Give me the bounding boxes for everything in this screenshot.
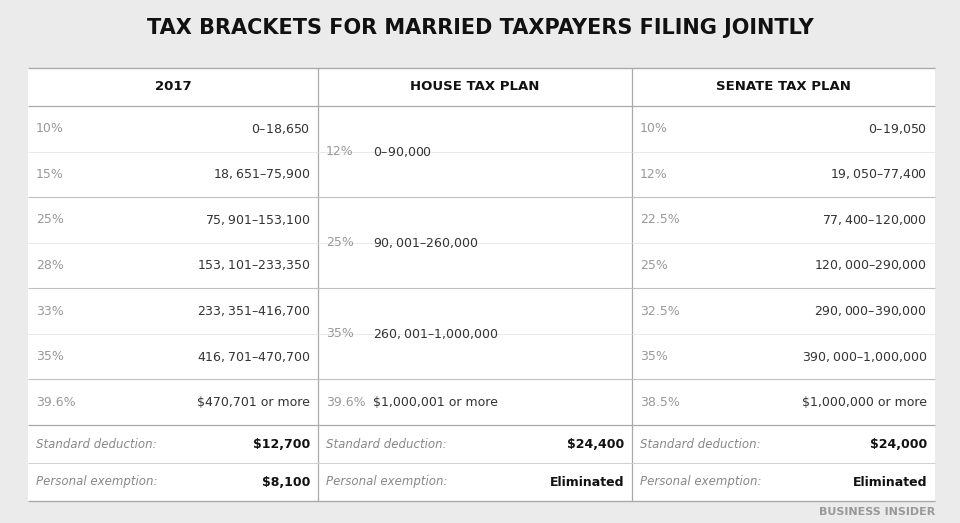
Text: Standard deduction:: Standard deduction: [326,438,446,450]
Text: $77,400 – $120,000: $77,400 – $120,000 [822,213,927,227]
Text: $90,001 – $260,000: $90,001 – $260,000 [373,236,478,249]
Text: Personal exemption:: Personal exemption: [640,475,761,488]
Text: 10%: 10% [640,122,668,135]
Text: $0 – $90,000: $0 – $90,000 [373,144,432,158]
Text: $12,700: $12,700 [252,438,310,450]
Text: 22.5%: 22.5% [640,213,680,226]
Text: $470,701 or more: $470,701 or more [197,396,310,408]
Text: 25%: 25% [326,236,354,249]
Text: 15%: 15% [36,168,64,181]
Text: Standard deduction:: Standard deduction: [640,438,760,450]
Text: 2017: 2017 [155,81,191,94]
Text: 35%: 35% [640,350,668,363]
Text: 35%: 35% [36,350,64,363]
Text: TAX BRACKETS FOR MARRIED TAXPAYERS FILING JOINTLY: TAX BRACKETS FOR MARRIED TAXPAYERS FILIN… [147,18,813,38]
Text: HOUSE TAX PLAN: HOUSE TAX PLAN [410,81,540,94]
Text: 25%: 25% [640,259,668,272]
Text: 38.5%: 38.5% [640,396,680,408]
Bar [28,68,935,501]
Text: 33%: 33% [36,304,63,317]
Text: Personal exemption:: Personal exemption: [36,475,157,488]
Text: $8,100: $8,100 [262,475,310,488]
Text: SENATE TAX PLAN: SENATE TAX PLAN [716,81,851,94]
Text: BUSINESS INSIDER: BUSINESS INSIDER [819,507,935,517]
Text: $75,901 – $153,100: $75,901 – $153,100 [204,213,310,227]
Text: $0 – $19,050: $0 – $19,050 [868,122,927,136]
Text: $390,000 – $1,000,000: $390,000 – $1,000,000 [802,350,927,363]
Text: $120,000 – $290,000: $120,000 – $290,000 [814,258,927,272]
Text: 35%: 35% [326,327,354,340]
Text: $24,400: $24,400 [566,438,624,450]
Text: $1,000,001 or more: $1,000,001 or more [373,396,498,408]
Text: $153,101 – $233,350: $153,101 – $233,350 [197,258,310,272]
Text: 12%: 12% [640,168,668,181]
Text: 28%: 28% [36,259,64,272]
Text: Standard deduction:: Standard deduction: [36,438,156,450]
Text: 25%: 25% [36,213,64,226]
Text: Eliminated: Eliminated [852,475,927,488]
Text: $1,000,000 or more: $1,000,000 or more [802,396,927,408]
Text: $18,651 – $75,900: $18,651 – $75,900 [213,167,310,181]
Text: 12%: 12% [326,145,353,158]
Text: Personal exemption:: Personal exemption: [326,475,447,488]
Text: 10%: 10% [36,122,64,135]
Text: 32.5%: 32.5% [640,304,680,317]
Text: Eliminated: Eliminated [549,475,624,488]
Text: $416,701 – $470,700: $416,701 – $470,700 [197,350,310,363]
Text: $260,001 – $1,000,000: $260,001 – $1,000,000 [373,327,498,341]
Text: $233,351 – $416,700: $233,351 – $416,700 [197,304,310,318]
Text: $24,000: $24,000 [870,438,927,450]
Text: 39.6%: 39.6% [326,396,366,408]
Text: 39.6%: 39.6% [36,396,76,408]
Text: $19,050 – $77,400: $19,050 – $77,400 [829,167,927,181]
Text: $290,000 – $390,000: $290,000 – $390,000 [814,304,927,318]
Text: $0 – $18,650: $0 – $18,650 [251,122,310,136]
